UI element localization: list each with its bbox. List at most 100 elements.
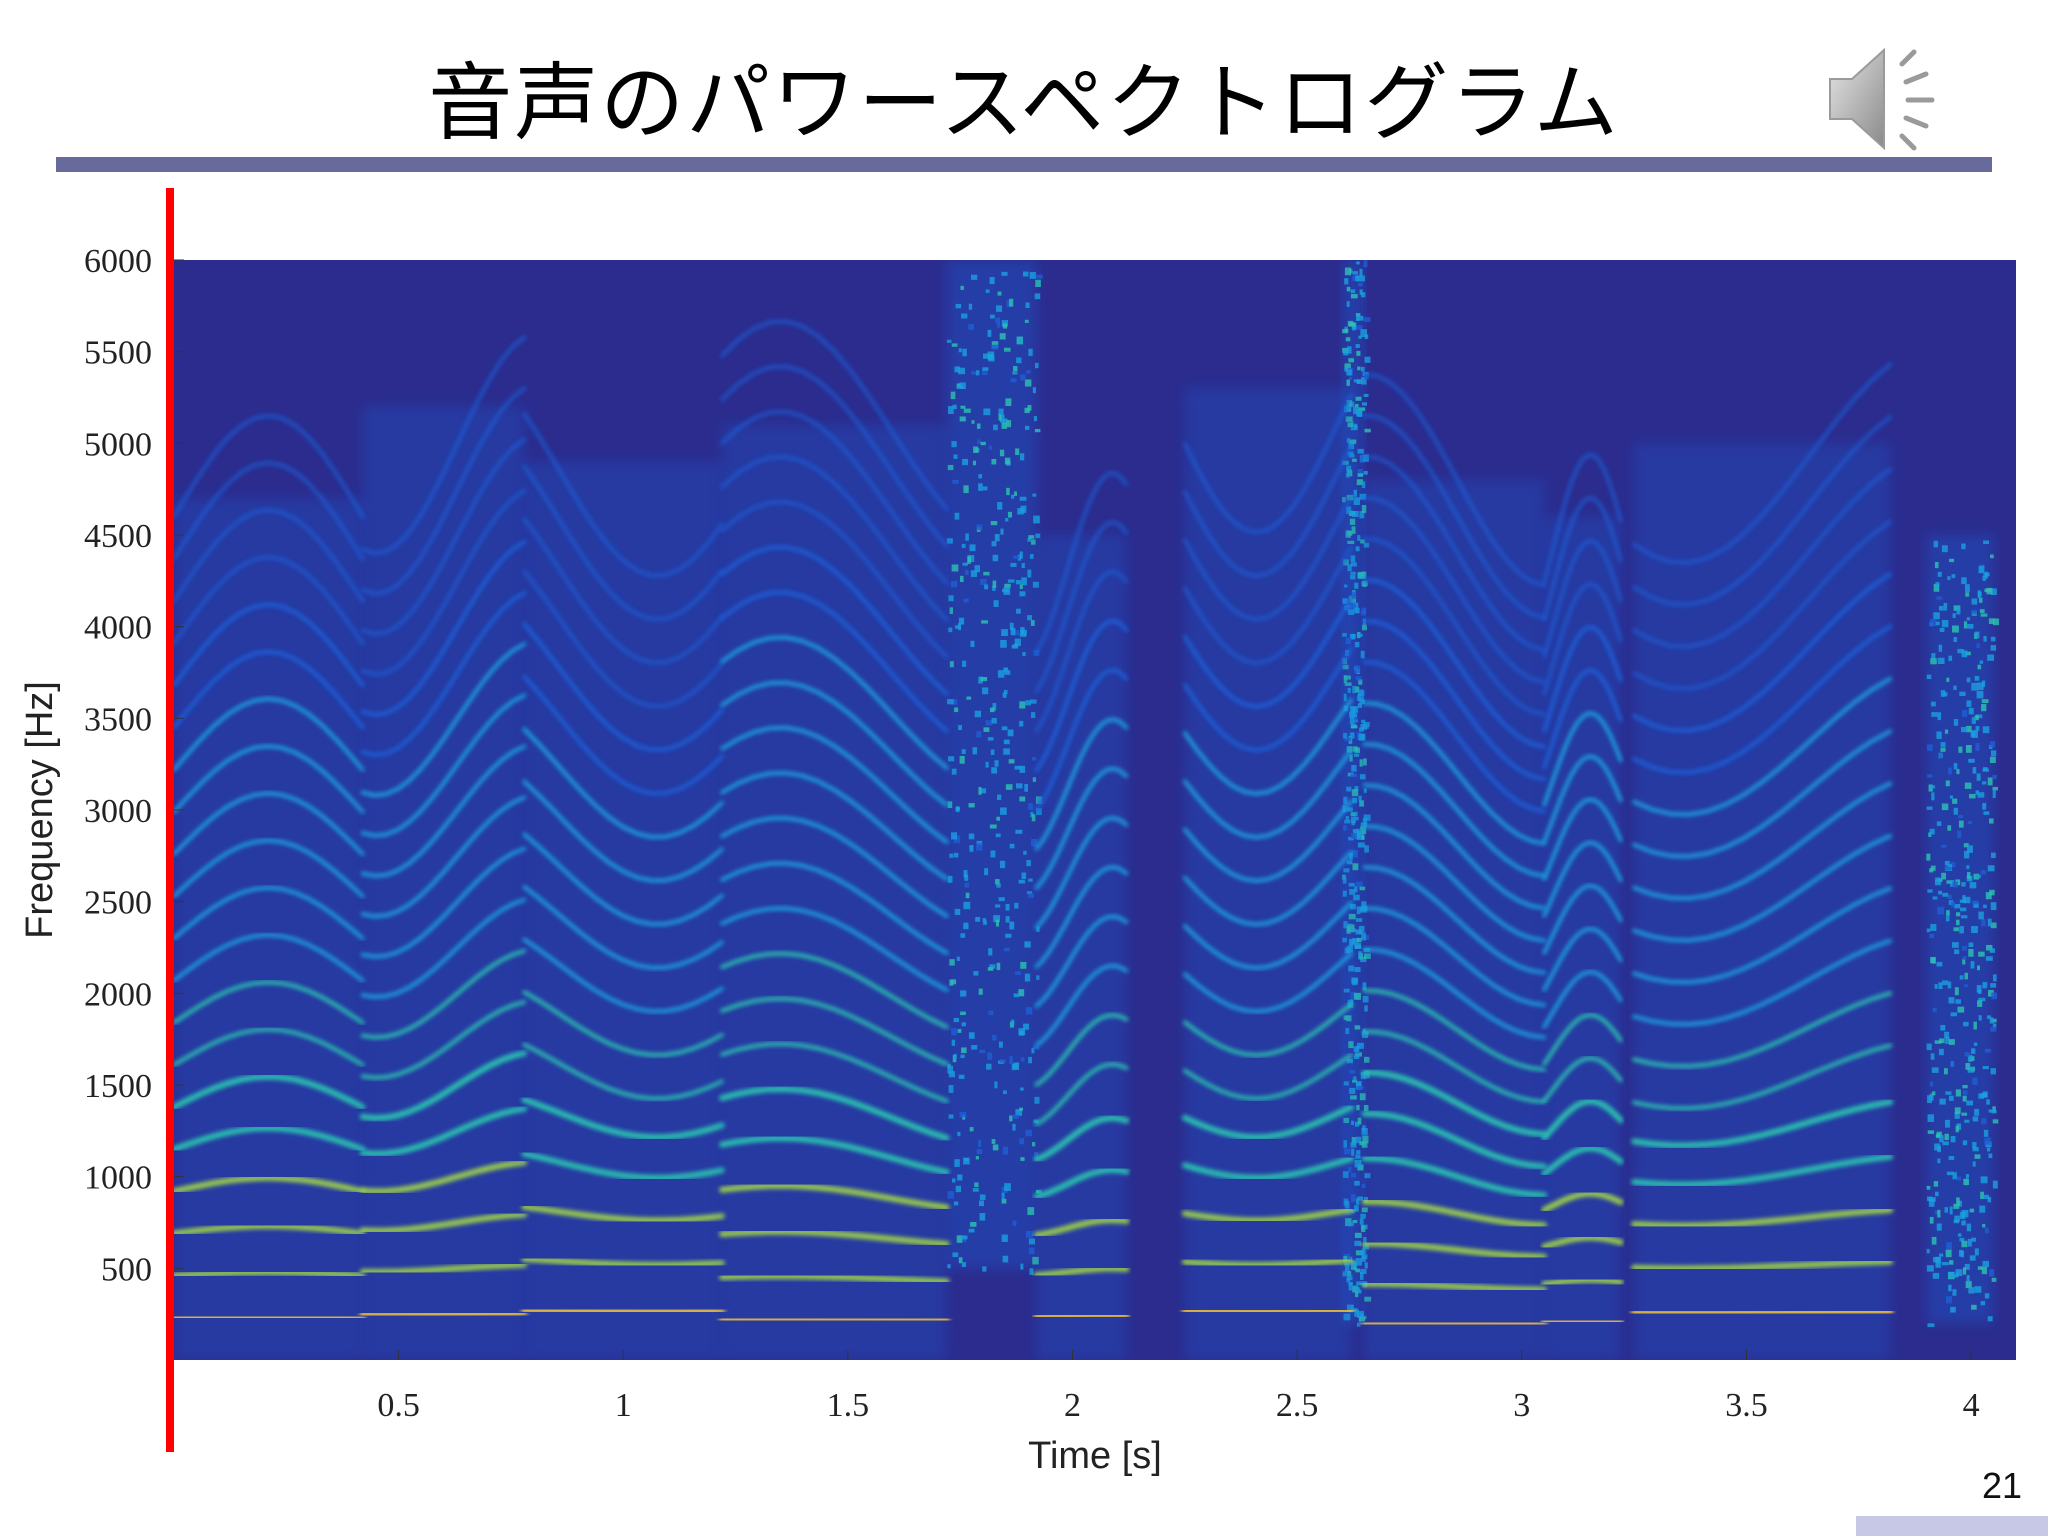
noise-speck (1349, 888, 1356, 895)
noise-speck (1354, 1121, 1360, 1127)
noise-speck (1022, 652, 1026, 656)
noise-speck (968, 1228, 975, 1233)
noise-speck (1952, 625, 1959, 633)
noise-speck (985, 761, 989, 768)
harmonic-line (720, 816, 949, 918)
noise-speck (1938, 890, 1943, 895)
voiced-segment (1630, 362, 1894, 1360)
noise-speck (998, 408, 1004, 416)
noise-speck (1990, 902, 1997, 911)
harmonic-line (174, 885, 365, 941)
noise-speck (974, 565, 981, 573)
noise-speck (969, 1127, 974, 1132)
noise-speck (989, 276, 995, 285)
noise-speck (1034, 428, 1041, 433)
noise-speck (1356, 1322, 1361, 1327)
noise-speck (984, 868, 989, 876)
noise-speck (947, 756, 955, 762)
noise-speck (1357, 366, 1361, 371)
noise-speck (976, 840, 983, 846)
harmonic-line (1033, 1311, 1130, 1321)
noise-speck (1351, 977, 1359, 984)
harmonic-line (360, 1000, 527, 1080)
noise-speck (1942, 980, 1949, 986)
noise-speck (1002, 1255, 1009, 1263)
noise-speck (1971, 926, 1978, 934)
noise-speck (1930, 785, 1936, 789)
noise-speck (1361, 504, 1367, 513)
harmonic-line (1362, 1029, 1547, 1104)
noise-speck (979, 578, 987, 585)
noise-speck (1991, 1109, 1997, 1114)
harmonic-line (522, 937, 725, 1014)
noise-speck (1028, 1056, 1033, 1064)
noise-speck (1350, 924, 1355, 933)
noise-speck (1965, 1281, 1972, 1289)
harmonic-line (520, 1306, 726, 1315)
harmonic-line (174, 744, 365, 814)
noise-speck (1969, 882, 1977, 889)
noise-speck (958, 348, 962, 353)
noise-speck (947, 801, 953, 808)
noise-speck (1952, 942, 1959, 948)
noise-speck (1351, 458, 1357, 462)
noise-speck (990, 314, 995, 319)
harmonic-line (1541, 1234, 1624, 1250)
noise-speck (1927, 889, 1933, 893)
noise-speck (974, 710, 982, 718)
noise-speck (955, 1185, 962, 1193)
noise-speck (1028, 1247, 1035, 1255)
harmonic-line (1362, 742, 1547, 878)
noise-speck (1957, 815, 1964, 819)
noise-speck (1978, 997, 1986, 1002)
noise-speck (1936, 961, 1943, 967)
harmonic-line (1034, 815, 1129, 930)
harmonic-line (174, 507, 365, 603)
page-number: 21 (1981, 1465, 2022, 1506)
noise-speck (983, 920, 987, 925)
noise-speck (1940, 690, 1946, 697)
noise-speck (996, 323, 1001, 328)
speaker-icon[interactable] (1822, 34, 1972, 164)
noise-speck (1991, 1018, 1997, 1023)
noise-speck (1947, 981, 1952, 989)
harmonic-line (1632, 938, 1893, 1027)
noise-speck (1973, 902, 1979, 908)
harmonic-line (1542, 539, 1623, 659)
harmonic-line (1541, 1145, 1624, 1177)
noise-speck (1968, 758, 1975, 763)
noise-speck (1976, 985, 1982, 993)
noise-speck (1362, 402, 1368, 406)
noise-speck (1942, 1141, 1949, 1146)
noise-speck (1953, 636, 1958, 643)
harmonic-line (522, 569, 725, 709)
noise-speck (994, 760, 999, 767)
noise-speck (1354, 967, 1361, 973)
noise-speck (982, 918, 987, 922)
noise-band (946, 260, 1043, 1275)
noise-speck (1349, 518, 1356, 525)
noise-speck (1355, 1081, 1362, 1086)
noise-speck (1004, 583, 1011, 588)
noise-speck (1353, 407, 1359, 415)
noise-speck (1005, 398, 1012, 407)
noise-speck (1020, 1157, 1025, 1161)
noise-speck (1946, 677, 1950, 682)
noise-speck (947, 464, 954, 471)
noise-speck (951, 768, 957, 775)
noise-speck (1975, 742, 1980, 751)
noise-speck (1009, 622, 1014, 631)
noise-speck (1973, 1021, 1977, 1030)
noise-speck (1027, 1207, 1035, 1216)
noise-speck (1981, 699, 1989, 704)
noise-speck (961, 543, 966, 548)
noise-speck (947, 699, 954, 705)
noise-speck (987, 737, 994, 741)
noise-speck (1356, 1150, 1361, 1155)
noise-speck (1974, 1248, 1979, 1256)
noise-speck (1359, 727, 1364, 732)
noise-speck (981, 369, 988, 376)
noise-speck (1355, 881, 1363, 887)
noise-speck (1002, 589, 1009, 593)
noise-speck (1986, 1099, 1990, 1105)
